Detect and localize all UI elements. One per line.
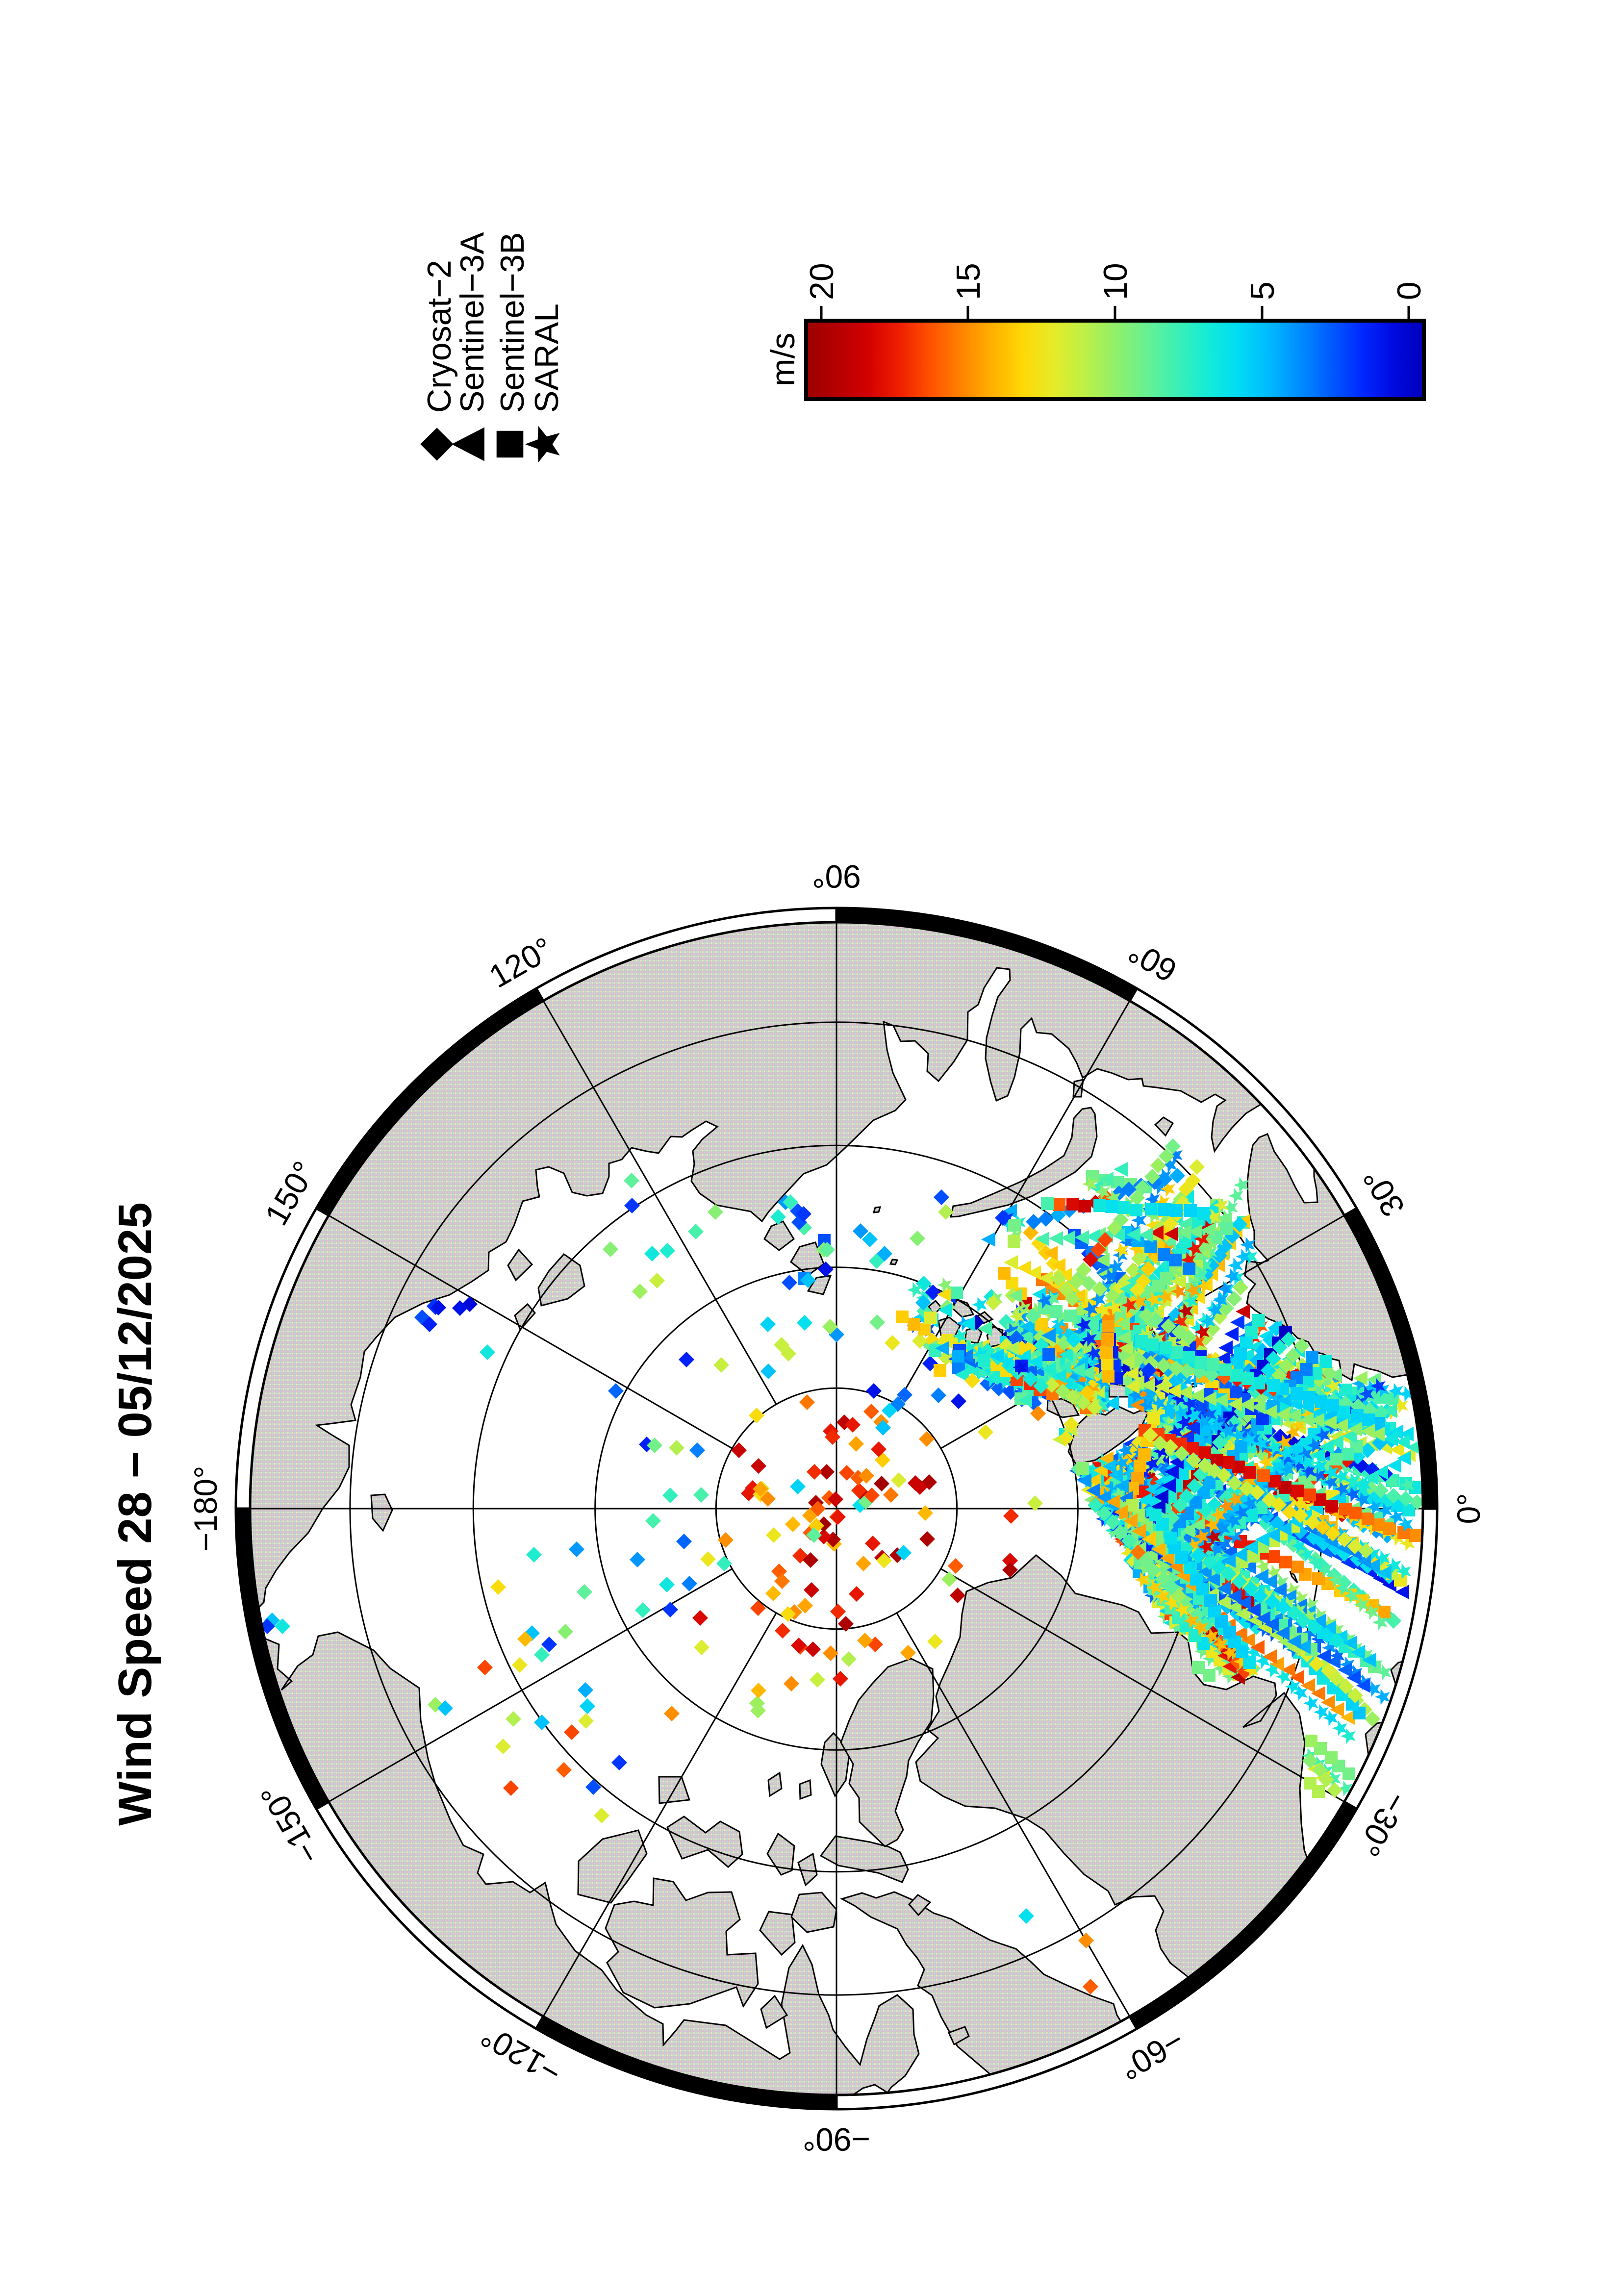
svg-text:5: 5 <box>1244 281 1281 300</box>
svg-text:Cryosat−2: Cryosat−2 <box>421 260 458 413</box>
svg-text:90°: 90° <box>812 858 861 895</box>
svg-text:20: 20 <box>803 263 840 300</box>
svg-text:Sentinel−3B: Sentinel−3B <box>494 232 531 413</box>
svg-text:−90°: −90° <box>803 2121 870 2158</box>
svg-text:m/s: m/s <box>764 332 802 386</box>
svg-text:SARAL: SARAL <box>528 303 565 413</box>
svg-text:15: 15 <box>950 263 987 300</box>
svg-text:Sentinel−3A: Sentinel−3A <box>454 232 491 413</box>
svg-text:Wind Speed 28 − 05/12/2025: Wind Speed 28 − 05/12/2025 <box>109 1202 161 1826</box>
svg-text:10: 10 <box>1097 263 1134 300</box>
svg-text:0: 0 <box>1391 281 1428 300</box>
svg-text:0°: 0° <box>1450 1493 1487 1524</box>
svg-text:−180°: −180° <box>187 1465 224 1551</box>
